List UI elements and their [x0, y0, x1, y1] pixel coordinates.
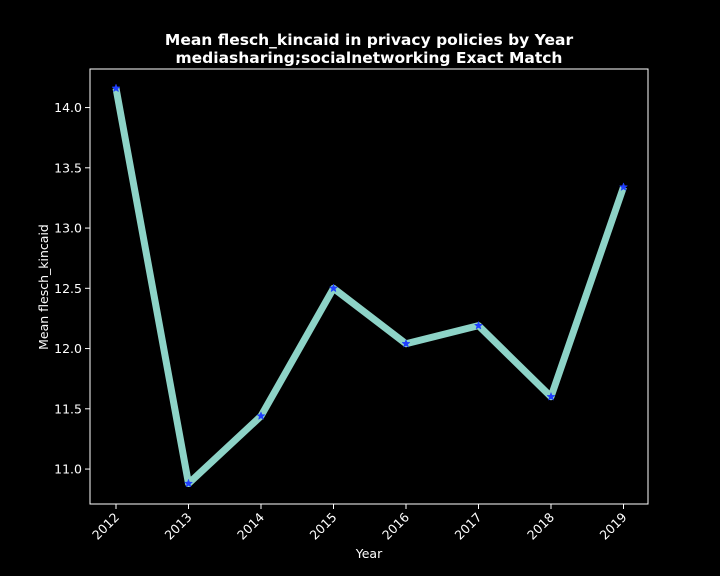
- x-tick-label: 2019: [597, 509, 630, 542]
- x-tick-label: 2014: [234, 509, 267, 542]
- y-axis-label: Mean flesch_kincaid: [36, 224, 51, 350]
- x-tick-label: 2018: [524, 509, 557, 542]
- y-tick-label: 13.0: [54, 221, 82, 236]
- y-tick-label: 11.0: [54, 462, 82, 477]
- star-marker-icon: [256, 411, 266, 420]
- x-axis-ticks: 2012 2013 2014 2015 2016 2017 2018 2019: [89, 504, 630, 543]
- star-marker-icon: [473, 320, 484, 330]
- series-line: [112, 87, 627, 488]
- chart-title: Mean flesch_kincaid in privacy policies …: [165, 31, 574, 49]
- x-tick-label: 2017: [452, 510, 485, 543]
- y-tick-label: 13.5: [54, 160, 82, 175]
- star-marker-icon: [183, 478, 194, 488]
- star-marker-icon: [328, 283, 339, 293]
- y-tick-label: 12.0: [54, 341, 82, 356]
- x-tick-label: 2012: [89, 510, 122, 543]
- y-tick-label: 11.5: [54, 401, 82, 416]
- series-layer: [111, 83, 629, 488]
- x-tick-label: 2015: [307, 510, 340, 543]
- star-marker-icon: [401, 338, 411, 348]
- plot-frame: [89, 68, 649, 505]
- x-tick-label: 2013: [162, 510, 195, 543]
- star-marker-icon: [618, 182, 629, 192]
- star-marker-icon: [111, 83, 121, 93]
- chart-subtitle: mediasharing;socialnetworking Exact Matc…: [176, 49, 563, 67]
- x-tick-label: 2016: [379, 509, 412, 542]
- y-tick-label: 14.0: [54, 100, 82, 115]
- y-tick-label: 12.5: [54, 281, 82, 296]
- x-axis-label: Year: [355, 546, 383, 561]
- star-marker-icon: [546, 391, 556, 401]
- y-axis-ticks: 11.0 11.5 12.0 12.5 13.0 13.5 14.0: [54, 100, 90, 477]
